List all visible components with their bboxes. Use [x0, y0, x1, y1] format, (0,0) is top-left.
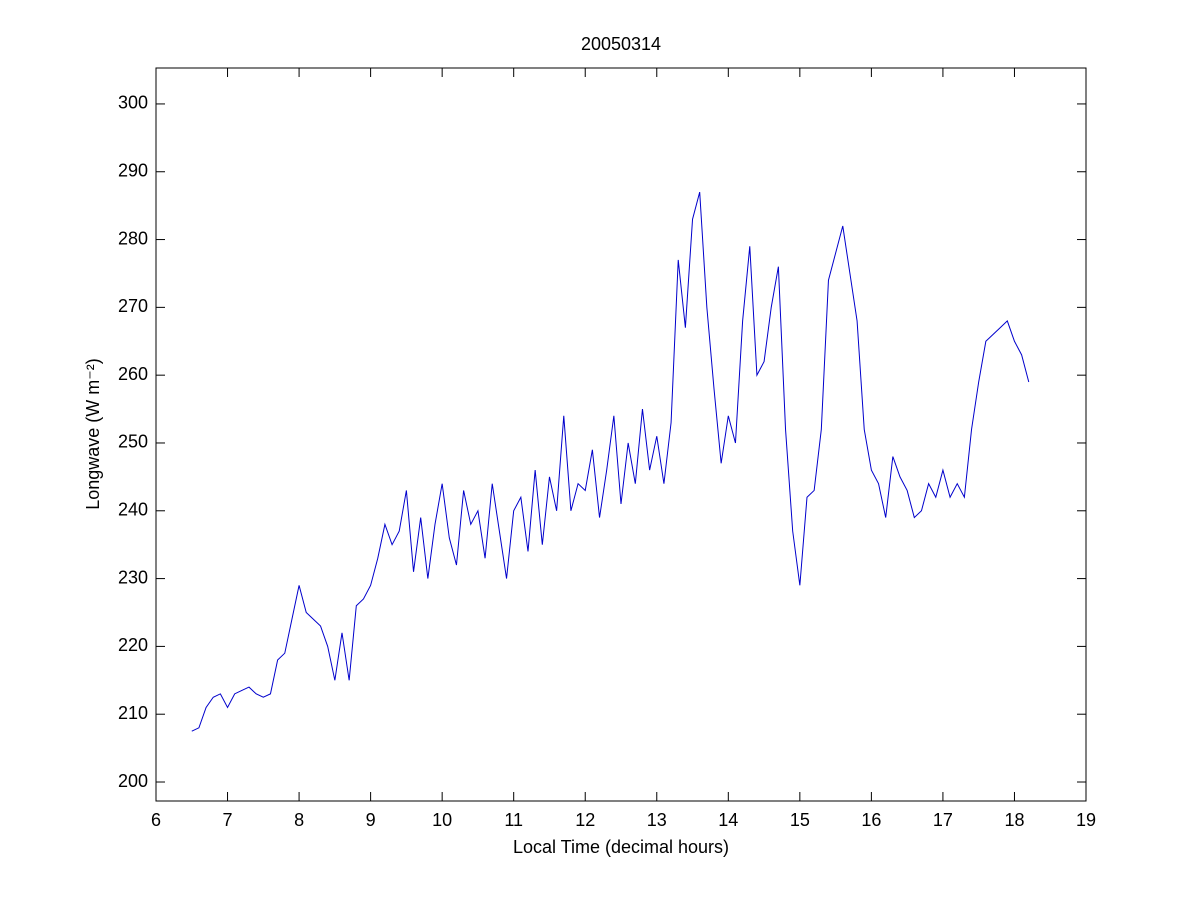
- x-tick-label: 10: [432, 810, 452, 830]
- y-tick-label: 260: [118, 364, 148, 384]
- y-tick-label: 240: [118, 500, 148, 520]
- plot-area: [155, 67, 1087, 802]
- x-tick-label: 13: [647, 810, 667, 830]
- y-tick-label: 270: [118, 296, 148, 316]
- y-tick-label: 220: [118, 635, 148, 655]
- x-tick-label: 6: [151, 810, 161, 830]
- data-line: [191, 191, 1030, 732]
- y-tick-label: 200: [118, 771, 148, 791]
- y-tick-label: 290: [118, 160, 148, 180]
- x-tick-label: 11: [504, 810, 523, 830]
- y-tick-label: 280: [118, 228, 148, 248]
- x-tick-label: 17: [933, 810, 953, 830]
- x-tick-label: 9: [366, 810, 376, 830]
- x-tick-label: 18: [1004, 810, 1024, 830]
- y-tick-label: 210: [118, 703, 148, 723]
- x-axis-label: Local Time (decimal hours): [513, 837, 729, 857]
- x-tick-label: 12: [575, 810, 595, 830]
- y-tick-label: 250: [118, 432, 148, 452]
- x-tick-label: 16: [861, 810, 881, 830]
- y-tick-label: 230: [118, 567, 148, 587]
- x-tick-label: 7: [223, 810, 233, 830]
- x-tick-label: 15: [790, 810, 810, 830]
- y-axis-label: Longwave (W m⁻²): [83, 358, 103, 510]
- chart-title: 20050314: [581, 34, 661, 54]
- x-tick-label: 19: [1076, 810, 1096, 830]
- x-tick-label: 14: [718, 810, 738, 830]
- y-tick-label: 300: [118, 93, 148, 113]
- x-tick-label: 8: [294, 810, 304, 830]
